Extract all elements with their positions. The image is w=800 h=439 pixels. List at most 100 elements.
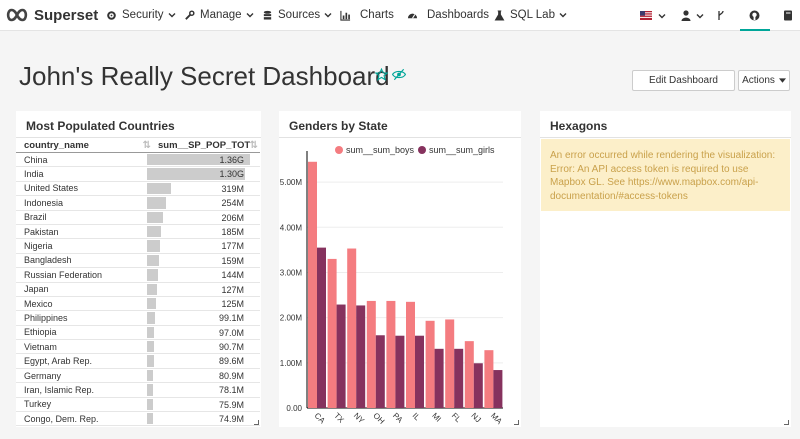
nav-sql-lab-label: SQL Lab [510,9,555,21]
nav-dashboards[interactable]: Dashboards [407,0,489,31]
population-value: 206M [221,212,244,223]
population-value: 1.36G [219,155,244,165]
population-cell: 125M [147,297,250,310]
country-name-cell: China [24,154,48,165]
population-cell: 144M [147,268,250,281]
bar-sum__sum_boys-MA [484,350,494,408]
country-name-cell: Philippines [24,312,68,323]
population-value: 90.7M [218,342,244,353]
legend-item-girls[interactable]: sum__sum_girls [418,145,495,155]
population-bar [147,398,153,411]
legend-label: sum__sum_girls [429,145,495,155]
country-name-cell: Congo, Dem. Rep. [24,413,99,424]
eye-slash-icon[interactable] [392,68,406,81]
population-value: 159M [221,255,244,266]
github-icon [749,10,760,21]
dashboard-icon [407,13,418,19]
table-header-row: country_name ⇅ sum__SP_POP_TOTL ⇅ [16,138,260,153]
resize-handle[interactable] [784,420,789,425]
language-selector[interactable] [640,0,666,31]
population-bar [147,168,246,180]
population-cell: 89.6M [147,354,250,367]
table-row: Iran, Islamic Rep. 78.1M [16,383,260,398]
legend-label: sum__sum_boys [346,145,415,155]
country-name-cell: Vietnam [24,341,57,352]
brand-name: Superset [34,6,99,24]
edit-dashboard-button[interactable]: Edit Dashboard [632,70,735,91]
table-row: Japan 127M [16,283,260,297]
table-row: Philippines 99.1M [16,311,260,326]
user-menu[interactable] [681,0,704,31]
brand-logo-link[interactable]: Superset [6,0,98,31]
table-row: India 1.30G [16,167,260,182]
resize-handle[interactable] [514,420,519,425]
actions-button-label: Actions [742,75,775,86]
book-icon [784,10,792,21]
actions-dropdown-button[interactable]: Actions [738,70,790,91]
population-table: country_name ⇅ sum__SP_POP_TOTL ⇅ China 1… [16,138,260,427]
x-tick-label: NY [352,411,367,426]
table-row: Nigeria 177M [16,239,260,254]
population-bar [147,254,160,267]
bar-chart-icon [340,10,351,21]
country-name-cell: Pakistan [24,226,59,237]
version-link[interactable] [717,0,725,31]
nav-sources-label: Sources [278,9,321,21]
population-cell: 74.9M [147,412,250,425]
bar-sum__sum_girls-TX [336,304,346,408]
population-bar [147,225,161,238]
title-icons [375,68,406,81]
bar-sum__sum_girls-NY [356,305,366,408]
nav-sources[interactable]: Sources [262,0,332,31]
population-cell: 1.36G [147,153,250,166]
population-bar [147,341,154,353]
country-name-cell: Bangladesh [24,255,72,266]
user-icon [681,10,691,21]
population-value: 185M [221,226,244,237]
column-header-population[interactable]: sum__SP_POP_TOTL ⇅ [155,139,258,151]
y-tick-label: 2.00M [280,314,303,323]
population-bar [147,197,167,209]
star-icon[interactable] [375,68,388,81]
nav-security[interactable]: Security [106,0,176,31]
country-name-cell: Mexico [24,298,53,309]
population-bar [147,182,172,195]
database-icon [263,10,272,20]
bar-sum__sum_girls-FL [454,348,464,408]
chevron-down-icon [168,13,176,18]
table-row: Congo, Dem. Rep. 74.9M [16,412,260,427]
country-name-cell: Brazil [24,212,47,223]
population-bar [147,297,157,310]
country-name-cell: Ethiopia [24,327,57,338]
branch-icon [718,10,724,20]
table-row: Russian Federation 144M [16,268,260,283]
country-name-cell: Iran, Islamic Rep. [24,384,95,395]
nav-charts-label: Charts [360,9,394,21]
population-bar [147,283,157,295]
country-name-cell: United States [24,183,79,194]
bar-sum__sum_boys-NJ [464,341,474,408]
nav-sql-lab[interactable]: SQL Lab [494,0,567,31]
legend-item-boys[interactable]: sum__sum_boys [335,145,414,155]
population-value: 319M [221,183,244,194]
nav-charts[interactable]: Charts [340,0,394,31]
population-bar [147,154,250,166]
flask-icon [494,9,505,21]
nav-manage[interactable]: Manage [184,0,254,31]
bar-sum__sum_boys-PA [386,300,396,408]
documentation-link[interactable] [783,0,793,31]
github-link[interactable] [749,0,760,31]
resize-handle[interactable] [254,420,259,425]
column-header-country-name[interactable]: country_name ⇅ [16,140,155,151]
panel-title: Hexagons [550,119,608,133]
country-name-cell: Germany [24,370,62,381]
population-value: 89.6M [218,356,244,367]
panel-title: Most Populated Countries [26,119,175,133]
population-cell: 78.1M [147,383,250,396]
column-header-label: sum__SP_POP_TOTL [158,139,257,151]
table-row: Egypt, Arab Rep. 89.6M [16,354,260,369]
dashboard-title[interactable]: John's Really Secret Dashboard [19,61,390,91]
x-tick-label: MI [430,411,443,424]
population-value: 75.9M [218,399,244,410]
x-tick-label: FL [450,411,463,424]
